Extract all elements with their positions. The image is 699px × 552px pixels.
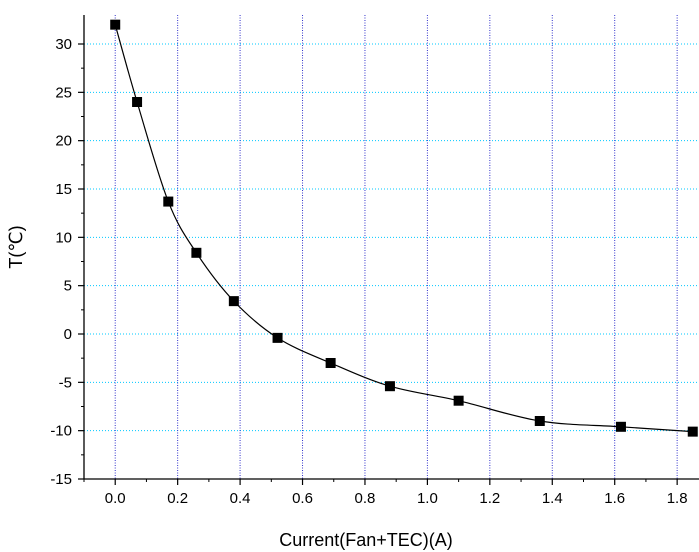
data-point <box>163 196 174 207</box>
data-point <box>687 426 698 437</box>
x-tick-label: 1.6 <box>604 490 625 507</box>
y-tick-label: -15 <box>50 471 72 488</box>
x-tick-label: 0.4 <box>230 490 251 507</box>
y-tick-label: -5 <box>59 374 72 391</box>
y-tick-label: 15 <box>55 181 72 198</box>
data-point <box>110 19 121 30</box>
data-point <box>228 296 239 307</box>
x-tick-label: 1.4 <box>542 490 563 507</box>
data-point <box>132 97 143 107</box>
y-tick-label: 10 <box>55 229 72 246</box>
data-point <box>384 381 395 392</box>
x-tick-label: 0.0 <box>105 490 126 507</box>
data-point <box>191 247 202 258</box>
y-tick-label: 5 <box>64 278 72 295</box>
x-axis-title: Current(Fan+TEC)(A) <box>279 530 453 550</box>
ticks: -15 -10 -5 0 5 10 15 20 25 30 0.0 0.2 0.4 0.6 0.8 1.0 1.… <box>50 36 687 507</box>
y-axis-title: T(℃) <box>6 225 26 268</box>
x-tick-label: 0.2 <box>167 490 188 507</box>
data-point <box>615 421 626 432</box>
x-tick-label: 1.8 <box>667 490 688 507</box>
axes <box>83 15 699 480</box>
data-point <box>453 395 464 406</box>
data-series <box>110 19 698 437</box>
series-line <box>114 24 693 433</box>
y-tick-label: 25 <box>55 84 72 101</box>
y-tick-label: 30 <box>55 36 72 53</box>
x-tick-label: 0.8 <box>355 490 376 507</box>
data-point <box>272 332 283 343</box>
grid <box>84 15 699 479</box>
y-tick-label: 20 <box>55 133 72 150</box>
y-tick-label: 0 <box>64 326 72 343</box>
data-point <box>534 416 545 426</box>
data-point <box>325 358 336 368</box>
y-tick-label: -10 <box>50 423 72 440</box>
x-tick-label: 0.6 <box>292 490 313 507</box>
x-tick-label: 1.0 <box>417 490 438 507</box>
x-tick-label: 1.2 <box>479 490 500 507</box>
